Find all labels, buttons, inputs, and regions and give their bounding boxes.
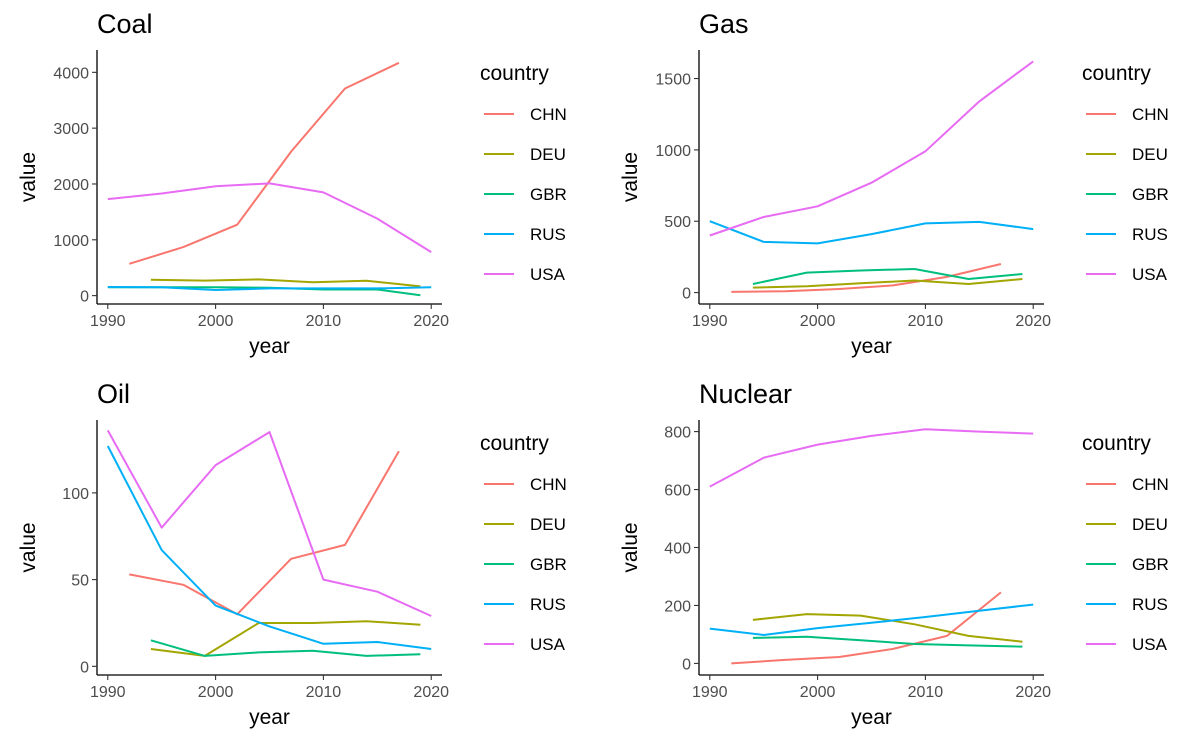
y-tick-label: 400 bbox=[664, 541, 691, 558]
x-tick-label: 2020 bbox=[413, 313, 449, 330]
series-line-usa bbox=[709, 60, 1034, 237]
legend-label: RUS bbox=[530, 595, 566, 614]
panel-oil: Oil 0 50 100 1990 2000 2010 2020 year value countr… bbox=[17, 379, 567, 729]
legend-label: CHN bbox=[1132, 105, 1169, 124]
legend-label: GBR bbox=[530, 555, 567, 574]
legend-label: GBR bbox=[1132, 185, 1169, 204]
y-axis-title: value bbox=[619, 522, 642, 572]
series-line-deu bbox=[150, 278, 421, 288]
panel-gas: Gas 0 500 1000 1500 1990 2000 2010 2020 year value… bbox=[619, 9, 1169, 358]
x-tick-label: 1990 bbox=[90, 313, 126, 330]
series-line-gbr bbox=[150, 639, 421, 657]
legend: country CHN DEU GBR RUS USA bbox=[1082, 432, 1169, 654]
series-line-rus bbox=[709, 220, 1034, 245]
y-tick-label: 100 bbox=[62, 486, 89, 503]
y-axis-title: value bbox=[619, 152, 642, 202]
x-axis-title: year bbox=[249, 706, 290, 729]
x-axis-title: year bbox=[851, 335, 892, 358]
x-tick-label: 2020 bbox=[413, 684, 449, 701]
panel-title: Gas bbox=[699, 9, 749, 39]
legend-label: RUS bbox=[1132, 225, 1168, 244]
series-line-chn bbox=[129, 61, 400, 265]
x-tick-label: 1990 bbox=[90, 684, 126, 701]
x-tick-label: 2000 bbox=[800, 313, 836, 330]
y-tick-label: 800 bbox=[664, 425, 691, 442]
legend-label: USA bbox=[530, 265, 566, 284]
y-tick-label: 0 bbox=[682, 656, 691, 673]
x-tick-label: 2010 bbox=[908, 684, 944, 701]
series-line-rus bbox=[107, 286, 432, 291]
series-line-deu bbox=[150, 620, 421, 657]
x-tick-label: 2010 bbox=[908, 313, 944, 330]
x-tick-label: 2000 bbox=[800, 684, 836, 701]
legend-label: CHN bbox=[530, 105, 567, 124]
y-tick-label: 200 bbox=[664, 598, 691, 615]
series-line-deu bbox=[752, 613, 1023, 643]
y-tick-label: 0 bbox=[682, 286, 691, 303]
legend-label: USA bbox=[1132, 265, 1168, 284]
x-tick-label: 2010 bbox=[306, 684, 342, 701]
legend-label: DEU bbox=[530, 515, 566, 534]
y-tick-label: 1500 bbox=[655, 72, 691, 89]
x-tick-label: 2000 bbox=[198, 313, 234, 330]
legend-title: country bbox=[1082, 62, 1151, 85]
series-line-gbr bbox=[752, 635, 1023, 648]
x-tick-label: 2000 bbox=[198, 684, 234, 701]
y-tick-label: 0 bbox=[80, 659, 89, 676]
y-tick-label: 4000 bbox=[53, 65, 89, 82]
y-tick-label: 2000 bbox=[53, 177, 89, 194]
legend-label: GBR bbox=[1132, 555, 1169, 574]
panel-title: Nuclear bbox=[699, 379, 792, 409]
series-line-usa bbox=[709, 428, 1034, 488]
panel-title: Coal bbox=[97, 9, 153, 39]
legend-label: DEU bbox=[1132, 515, 1168, 534]
series-line-usa bbox=[106, 429, 432, 617]
x-tick-label: 2010 bbox=[306, 313, 342, 330]
legend-label: USA bbox=[1132, 635, 1168, 654]
legend-title: country bbox=[480, 62, 549, 85]
y-tick-label: 1000 bbox=[53, 233, 89, 250]
y-tick-label: 50 bbox=[71, 573, 89, 590]
legend-label: CHN bbox=[530, 475, 567, 494]
series-line-chn bbox=[129, 450, 400, 616]
panel-nuclear: Nuclear 0 200 400 600 800 1990 2000 2010 2020 year… bbox=[619, 379, 1169, 729]
legend-title: country bbox=[1082, 432, 1151, 455]
legend-title: country bbox=[480, 432, 549, 455]
panel-title: Oil bbox=[97, 379, 130, 409]
y-tick-label: 0 bbox=[80, 289, 89, 306]
x-tick-label: 1990 bbox=[692, 313, 728, 330]
panel-coal: Coal 0 1000 2000 3000 4000 1990 2000 2010 2020 yea… bbox=[17, 9, 567, 358]
y-axis-title: value bbox=[17, 522, 40, 572]
legend-label: RUS bbox=[1132, 595, 1168, 614]
y-tick-label: 600 bbox=[664, 483, 691, 500]
legend: country CHN DEU GBR RUS USA bbox=[480, 62, 567, 284]
legend-label: GBR bbox=[530, 185, 567, 204]
series-line-rus bbox=[709, 603, 1034, 636]
y-tick-label: 1000 bbox=[655, 143, 691, 160]
legend-label: DEU bbox=[530, 145, 566, 164]
series-line-usa bbox=[107, 182, 432, 253]
series-line-rus bbox=[106, 445, 432, 650]
y-tick-label: 500 bbox=[664, 214, 691, 231]
legend-label: CHN bbox=[1132, 475, 1169, 494]
series-line-chn bbox=[731, 591, 1002, 665]
x-tick-label: 1990 bbox=[692, 684, 728, 701]
x-tick-label: 2020 bbox=[1015, 313, 1051, 330]
legend: country CHN DEU GBR RUS USA bbox=[480, 432, 567, 654]
x-axis-title: year bbox=[249, 335, 290, 358]
series-line-deu bbox=[752, 278, 1023, 289]
y-tick-label: 3000 bbox=[53, 121, 89, 138]
legend: country CHN DEU GBR RUS USA bbox=[1082, 62, 1169, 284]
legend-label: RUS bbox=[530, 225, 566, 244]
legend-label: DEU bbox=[1132, 145, 1168, 164]
x-axis-title: year bbox=[851, 706, 892, 729]
series-line-gbr bbox=[752, 268, 1023, 285]
x-tick-label: 2020 bbox=[1015, 684, 1051, 701]
y-axis-title: value bbox=[17, 152, 40, 202]
series-line-chn bbox=[731, 263, 1002, 293]
legend-label: USA bbox=[530, 635, 566, 654]
